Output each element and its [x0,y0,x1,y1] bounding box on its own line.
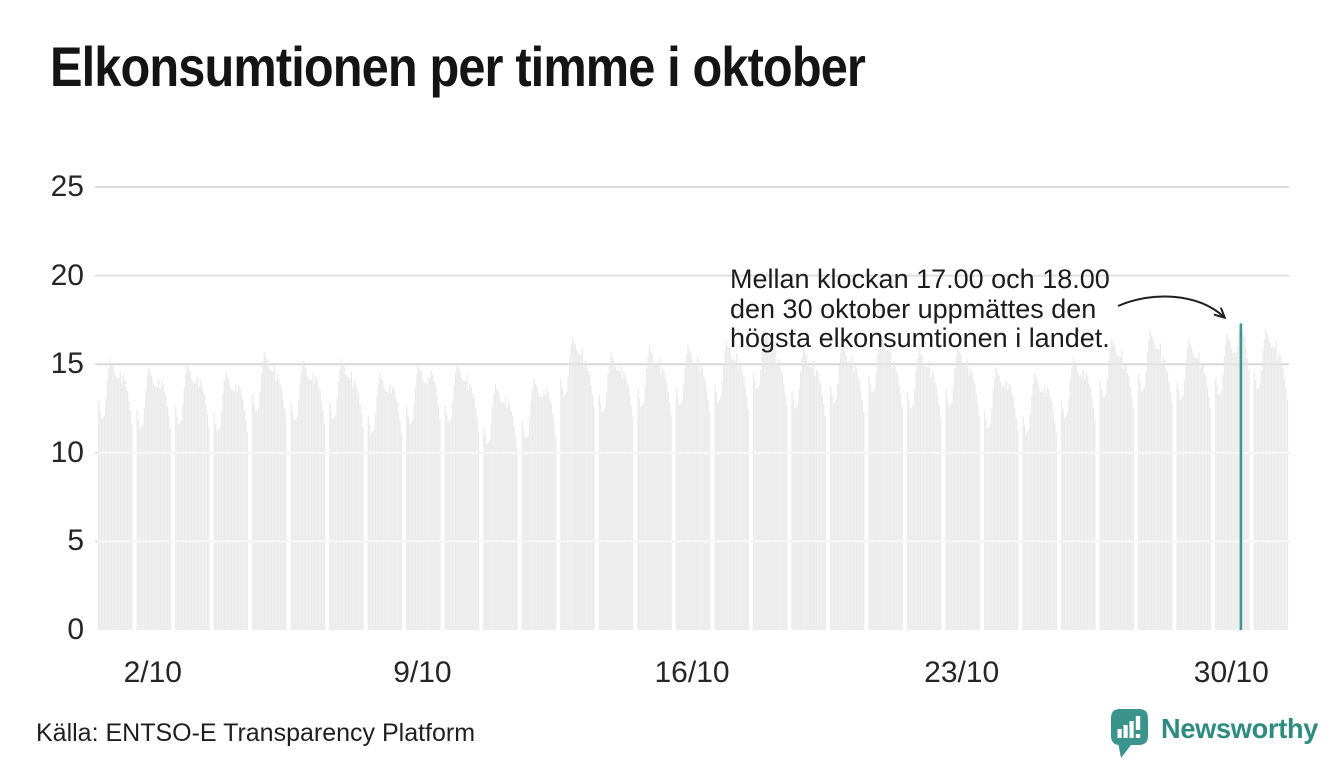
bar-series [98,325,1289,630]
x-tick-label: 23/10 [924,656,1000,689]
annotation-arrow [1117,295,1224,317]
y-tick-label: 0 [67,613,84,646]
x-tick-label: 9/10 [393,656,452,689]
gridline-overlays [98,451,1289,543]
highlight-bar [1239,323,1243,630]
brand-name: Newsworthy [1161,713,1319,744]
page-title: Elkonsumtionen per timme i oktober [50,35,866,98]
newsworthy-logo: Newsworthy [1110,708,1323,760]
y-tick-label: 15 [50,347,84,381]
x-tick-label: 2/10 [123,656,182,689]
y-tick-label: 20 [50,258,84,292]
x-tick-label: 30/10 [1193,656,1269,689]
annotation-line: Mellan klockan 17.00 och 18.00 [730,264,1110,294]
annotation-line: den 30 oktober uppmättes den [730,293,1097,324]
peak-annotation: Mellan klockan 17.00 och 18.00 den 30 ok… [730,264,1110,354]
source-caption: Källa: ENTSO-E Transparency Platform [36,719,476,747]
y-tick-label: 10 [50,435,84,469]
bar-chart-exclamation-pin-icon [1111,709,1148,758]
y-tick-label: 25 [50,170,84,203]
annotation-line: högsta elkonsumtionen i landet. [730,323,1110,353]
y-tick-label: 5 [67,524,84,558]
x-tick-label: 16/10 [654,656,730,689]
